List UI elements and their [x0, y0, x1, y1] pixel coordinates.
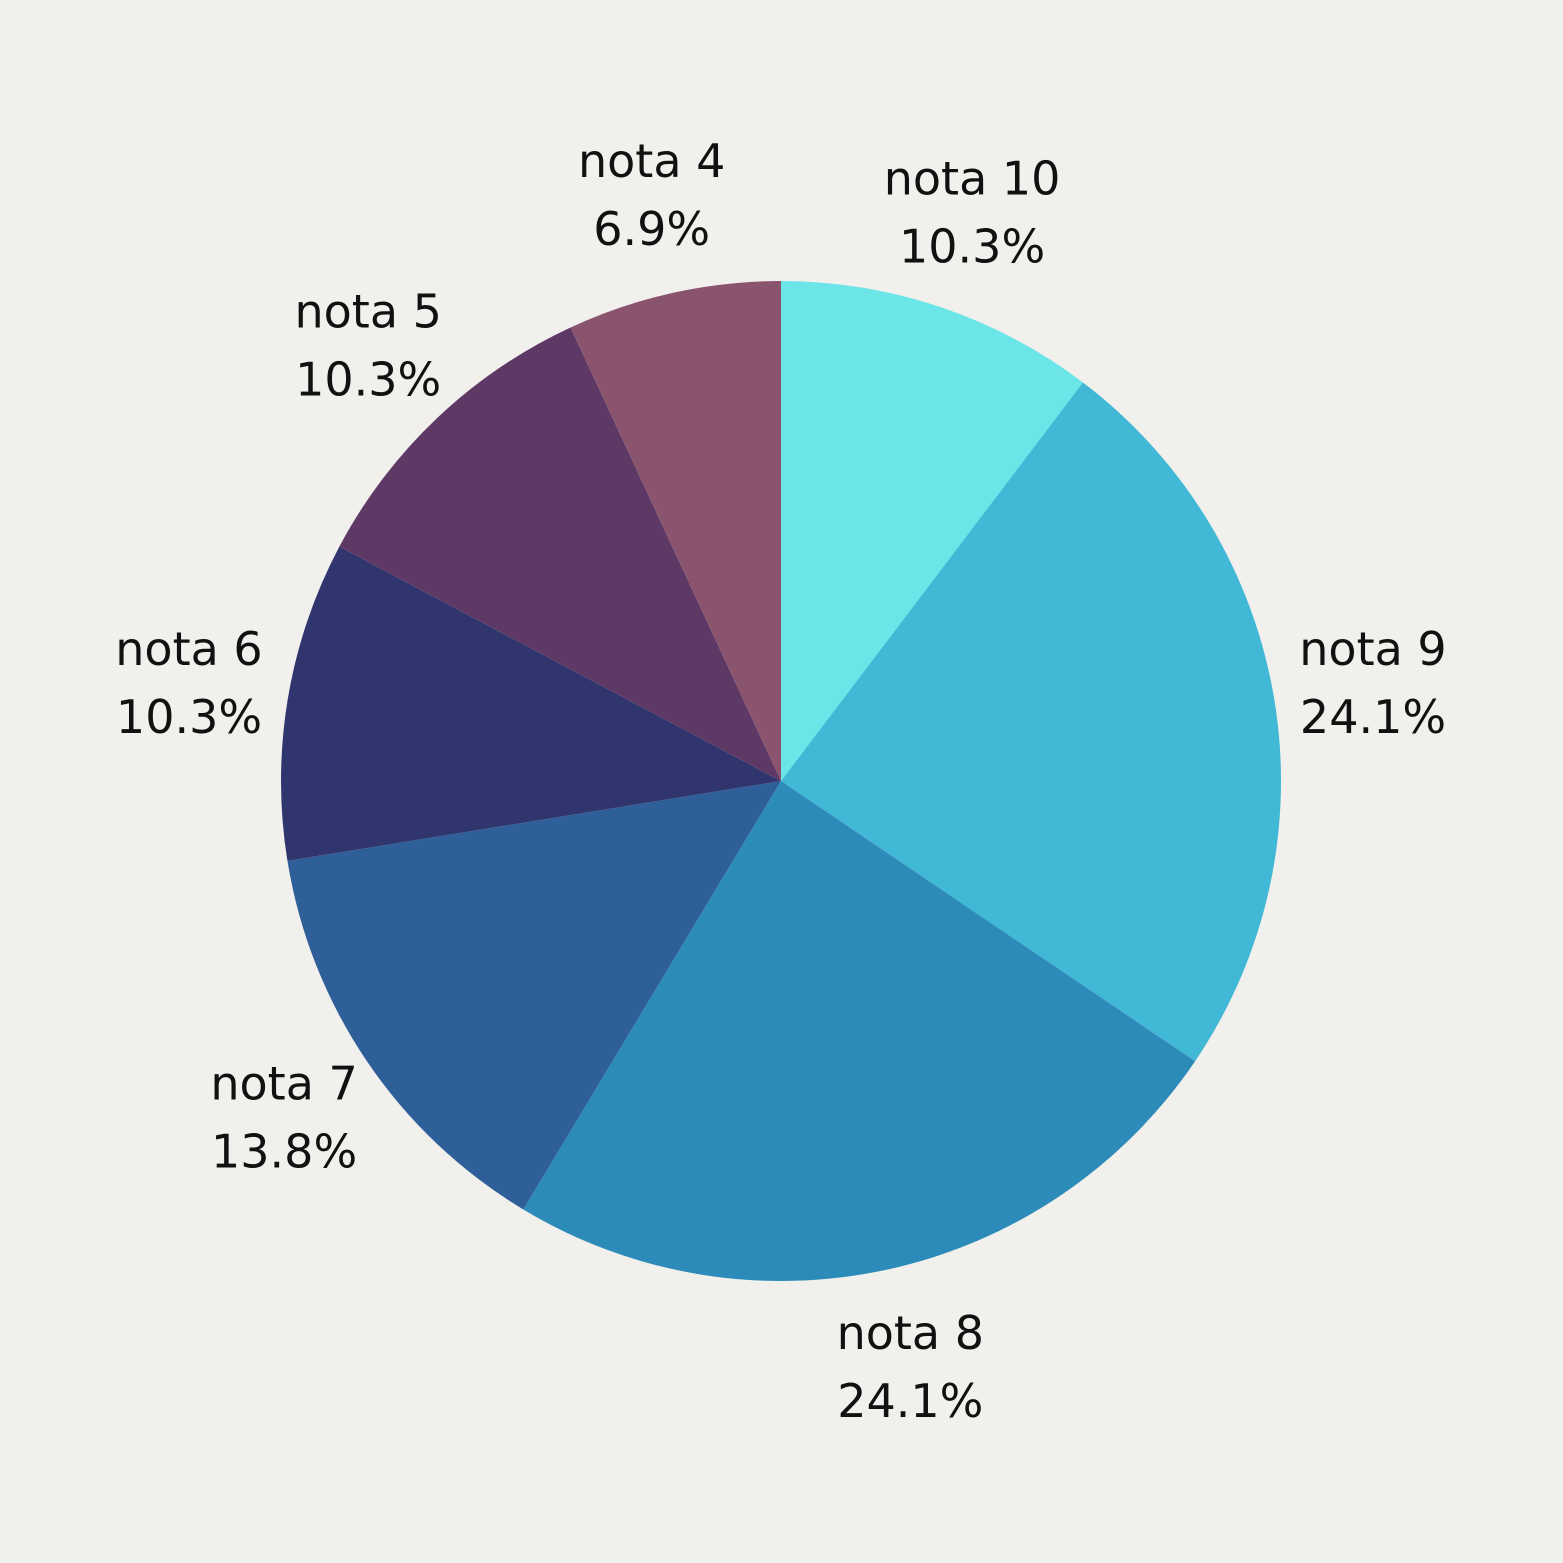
slice-percent-nota-7: 13.8% — [211, 1124, 357, 1178]
slice-label-nota-8: nota 8 — [837, 1306, 984, 1360]
slice-percent-nota-8: 24.1% — [837, 1374, 983, 1428]
pie-slices — [281, 281, 1282, 1281]
slice-percent-nota-6: 10.3% — [116, 690, 262, 744]
pie-slice-nota-8 — [523, 781, 1196, 1281]
pie-labels: nota 10 10.3% nota 9 24.1% nota 8 24.1% nota 7… — [115, 134, 1446, 1428]
slice-label-nota-6: nota 6 — [115, 622, 262, 676]
pie-slice-nota-6 — [281, 546, 781, 861]
pie-slice-nota-4 — [570, 281, 781, 781]
slice-label-nota-7: nota 7 — [210, 1056, 357, 1110]
slice-label-nota-9: nota 9 — [1299, 622, 1446, 676]
pie-slice-nota-9 — [781, 382, 1282, 1062]
slice-label-nota-10: nota 10 — [884, 151, 1061, 205]
pie-slice-nota-10 — [781, 281, 1083, 781]
pie-slice-nota-5 — [339, 327, 781, 781]
slice-label-nota-4: nota 4 — [578, 134, 725, 188]
pie-slice-nota-7 — [287, 781, 781, 1210]
slice-percent-nota-5: 10.3% — [295, 353, 441, 407]
slice-percent-nota-10: 10.3% — [899, 219, 1045, 273]
slice-percent-nota-9: 24.1% — [1300, 690, 1446, 744]
slice-label-nota-5: nota 5 — [294, 285, 441, 339]
slice-percent-nota-4: 6.9% — [593, 202, 710, 256]
